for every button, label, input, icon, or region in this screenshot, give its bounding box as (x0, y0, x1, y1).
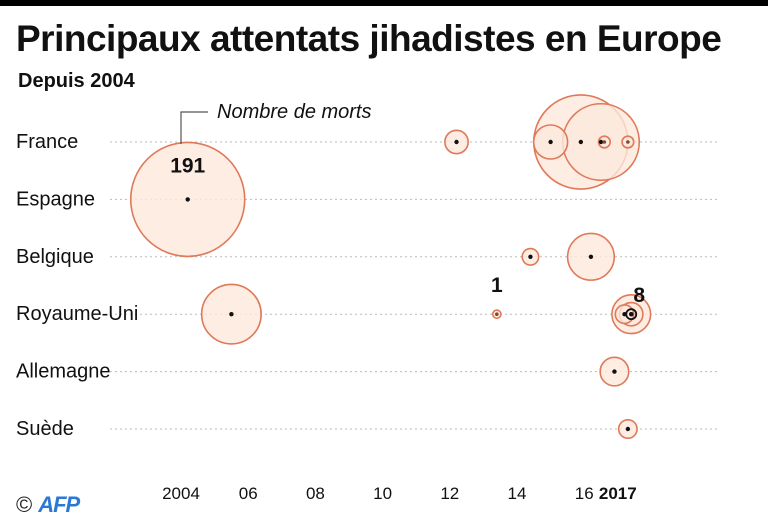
bubble-center-dot (454, 139, 459, 145)
bubble-center-dot (629, 312, 634, 317)
subtitle: Depuis 2004 (18, 70, 135, 92)
annotations: 191 1 8 (170, 154, 645, 307)
row-label: Suède (16, 418, 74, 440)
bubble-center-dot (229, 312, 234, 317)
bubble-center-dot (602, 140, 607, 144)
annotation-label: 191 (170, 154, 205, 177)
x-tick-label: 14 (508, 484, 527, 503)
x-tick-label: 16 (575, 484, 594, 503)
row-label: Allemagne (16, 361, 111, 383)
bubble-center-dot (588, 254, 594, 259)
bubble-centers (185, 139, 638, 432)
row-label: Belgique (16, 246, 94, 268)
page-title: Principaux attentats jihadistes en Europ… (16, 18, 722, 59)
row-label: France (16, 131, 78, 153)
copyright-symbol: © (16, 492, 33, 517)
bubble-center-dot (578, 139, 584, 145)
x-tick-label: 2017 (599, 484, 637, 503)
bubbles (129, 94, 652, 440)
country-labels: France Espagne Belgique Royaume-Uni Allemagn… (16, 131, 138, 440)
x-tick-label: 06 (239, 484, 258, 503)
row-label: Espagne (16, 188, 95, 210)
highlight-ring (625, 308, 638, 321)
bubble-center-dot (626, 140, 630, 144)
top-bar (0, 0, 768, 6)
afp-logo: AFP (38, 492, 80, 517)
annotation-label: 1 (491, 274, 503, 297)
size-legend-label: Nombre de morts (217, 101, 372, 123)
bubble-center-dot (495, 312, 499, 317)
bubble-center-dot (185, 197, 190, 202)
bubble-center-dot (612, 369, 617, 374)
x-tick-label: 2004 (162, 484, 200, 503)
bubble-center-dot (528, 254, 533, 259)
size-legend: Nombre de morts (180, 101, 372, 144)
x-tick-label: 12 (440, 484, 459, 503)
x-tick-label: 08 (306, 484, 325, 503)
bubble-center-dot (625, 426, 631, 432)
row-label: Royaume-Uni (16, 303, 138, 325)
credit: © AFP (16, 492, 80, 518)
annotation-label: 8 (633, 284, 645, 307)
bubble-center-dot (548, 139, 553, 145)
bubble-center-dot (598, 139, 604, 145)
legend-leader-line (180, 111, 208, 144)
x-axis: 2004 06 08 10 12 14 16 2017 (162, 484, 637, 503)
x-tick-label: 10 (373, 484, 392, 503)
